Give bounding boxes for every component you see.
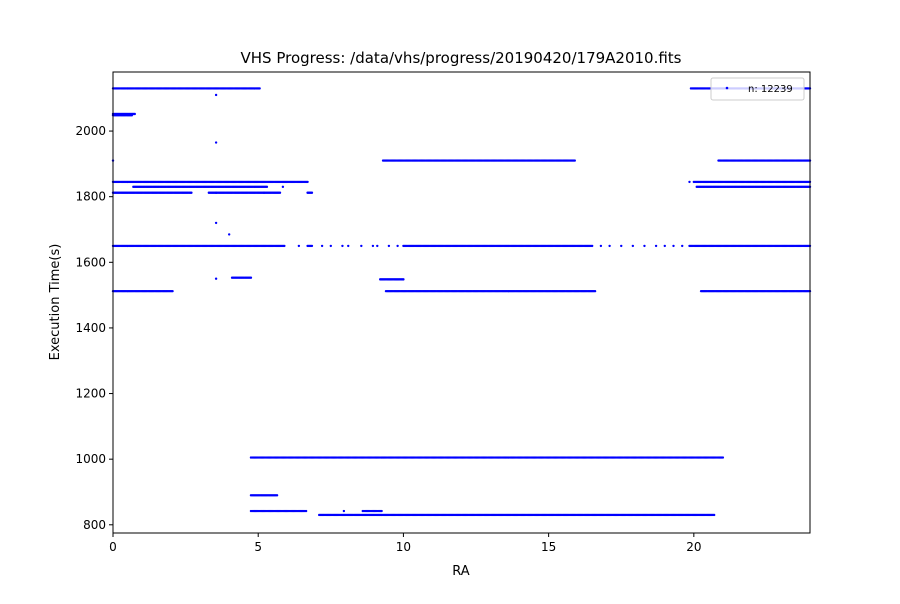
data-point: [721, 456, 725, 459]
data-point: [387, 244, 391, 248]
data-point: [171, 289, 174, 293]
data-point: [712, 513, 716, 517]
data-point: [281, 185, 285, 189]
data-point: [688, 180, 691, 184]
data-point: [620, 244, 623, 248]
plot-area: [111, 87, 812, 517]
data-point: [130, 114, 134, 117]
data-point: [380, 509, 383, 513]
data-point: [310, 244, 314, 248]
data-point: [227, 233, 231, 236]
y-tick-label: 1600: [75, 255, 106, 269]
data-point: [573, 159, 576, 162]
data-point: [643, 244, 646, 248]
data-point: [214, 191, 218, 194]
x-tick-label: 0: [109, 540, 117, 554]
data-point: [265, 185, 269, 189]
x-tick-label: 20: [686, 540, 701, 554]
legend: n: 12239: [710, 77, 805, 101]
data-point: [654, 244, 658, 248]
y-axis: 800 1000 1200 1400 1600 1800 2000: [75, 124, 113, 532]
x-tick-label: 15: [541, 540, 556, 554]
y-tick-label: 1800: [75, 190, 106, 204]
y-tick-label: 2000: [75, 124, 106, 138]
data-point: [214, 221, 218, 225]
y-tick-label: 1200: [75, 387, 106, 401]
data-point: [283, 244, 286, 248]
x-axis: 0 5 10 15 20: [109, 533, 701, 554]
data-point: [214, 93, 218, 97]
data-point: [297, 244, 301, 248]
data-point: [278, 191, 282, 194]
y-tick-label: 1400: [75, 321, 106, 335]
data-point: [306, 180, 309, 184]
data-point: [608, 244, 611, 248]
x-tick-label: 5: [254, 540, 262, 554]
data-point: [133, 112, 136, 116]
data-point: [360, 244, 363, 248]
y-tick-label: 800: [83, 518, 106, 532]
x-tick-label: 10: [396, 540, 411, 554]
data-point: [341, 244, 344, 248]
data-point: [320, 244, 324, 248]
data-point: [402, 278, 405, 281]
legend-marker: [725, 86, 729, 90]
data-point: [396, 244, 399, 248]
x-axis-label: RA: [452, 564, 470, 579]
legend-box: [710, 77, 805, 101]
data-point: [376, 244, 379, 248]
data-point: [310, 191, 314, 194]
y-axis-label: Execution Time(s): [48, 244, 63, 361]
y-tick-label: 1000: [75, 452, 106, 466]
data-point: [672, 244, 675, 248]
data-point: [681, 244, 684, 248]
data-point: [190, 191, 193, 194]
data-point: [593, 289, 597, 293]
data-point: [371, 244, 375, 248]
data-point: [631, 244, 635, 248]
legend-label: n: 12239: [748, 84, 793, 95]
chart-title: VHS Progress: /data/vhs/progress/2019042…: [241, 49, 682, 67]
data-point: [249, 276, 253, 279]
data-point: [342, 509, 346, 513]
data-point: [304, 509, 308, 513]
data-point: [214, 277, 218, 280]
data-point: [214, 141, 218, 144]
plot-frame: [112, 71, 811, 534]
data-point: [590, 244, 594, 248]
data-point: [329, 244, 333, 248]
data-point: [663, 244, 666, 248]
data-point: [599, 244, 603, 248]
data-point: [258, 87, 261, 90]
data-point: [275, 494, 279, 497]
data-point: [347, 244, 350, 248]
